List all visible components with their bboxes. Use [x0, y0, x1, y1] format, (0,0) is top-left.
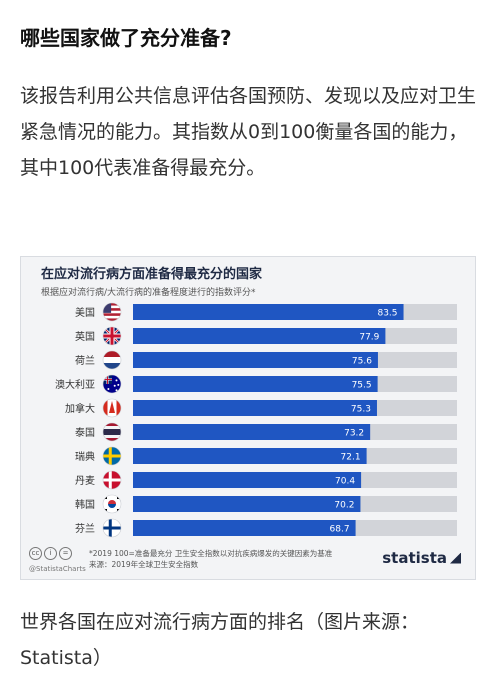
data-label: 68.7 — [330, 525, 350, 535]
nl-flag — [102, 350, 122, 370]
bar — [133, 520, 356, 536]
bar — [133, 472, 362, 488]
data-label: 75.6 — [352, 357, 372, 367]
bar — [133, 376, 378, 392]
uk-flag — [102, 326, 122, 346]
data-label: 75.5 — [352, 381, 372, 391]
bar-row: 加拿大 75.3 — [65, 398, 457, 418]
bar-chart: 美国 83.5 英国 77.9 荷兰 75.6 澳大利亚 75.5 加拿大 75.3 泰国 73.2 瑞… — [55, 302, 457, 538]
bar-row: 澳大利亚 75.5 — [55, 374, 457, 394]
category-label: 美国 — [75, 306, 95, 319]
data-label: 75.3 — [351, 405, 371, 415]
dk-flag — [102, 470, 122, 490]
chart-card: 在应对流行病方面准备得最充分的国家 根据应对流行病/大流行病的准备程度进行的指数… — [20, 256, 476, 580]
data-label: 73.2 — [344, 429, 364, 439]
cc-icon: cc — [29, 547, 42, 560]
category-label: 英国 — [75, 330, 95, 343]
bar — [133, 328, 386, 344]
data-label: 70.2 — [334, 501, 354, 511]
bar-row: 英国 77.9 — [75, 326, 457, 346]
category-label: 澳大利亚 — [55, 378, 95, 391]
bar-row: 韩国 70.2 — [75, 494, 457, 514]
statista-logo: statista — [382, 549, 461, 567]
th-flag — [102, 422, 122, 442]
data-label: 83.5 — [377, 309, 397, 319]
chart-source: 来源：2019年全球卫生安全指数 — [89, 560, 199, 569]
chart-title: 在应对流行病方面准备得最充分的国家 — [41, 267, 263, 282]
bar — [133, 400, 377, 416]
statista-mark-icon — [450, 552, 461, 564]
category-label: 加拿大 — [65, 402, 95, 415]
data-label: 70.4 — [335, 477, 355, 487]
bar — [133, 424, 371, 440]
category-label: 荷兰 — [75, 354, 95, 367]
bar-row: 芬兰 68.7 — [75, 518, 457, 538]
no-derivatives-icon: = — [59, 547, 72, 560]
bar-row: 瑞典 72.1 — [75, 446, 457, 466]
attribution-icon: i — [44, 547, 57, 560]
bar-row: 泰国 73.2 — [75, 422, 457, 442]
image-caption: 世界各国在应对流行病方面的排名（图片来源：Statista） — [20, 611, 420, 669]
se-flag — [102, 446, 122, 466]
bar — [133, 304, 404, 320]
article-heading: 哪些国家做了充分准备? — [20, 26, 232, 50]
data-label: 72.1 — [341, 453, 361, 463]
category-label: 丹麦 — [75, 475, 95, 487]
category-label: 瑞典 — [75, 450, 95, 463]
ca-flag — [102, 398, 122, 418]
chart-notes: *2019 100=准备最充分 卫生安全指数以对抗疾病爆发的关键因素为基准 来源… — [89, 548, 332, 570]
chart-note: *2019 100=准备最充分 卫生安全指数以对抗疾病爆发的关键因素为基准 — [89, 549, 333, 558]
license-icons: cc i = — [29, 547, 72, 560]
fi-flag — [102, 518, 122, 538]
bar-row: 丹麦 70.4 — [75, 470, 457, 490]
statista-handle: @StatistaCharts — [29, 565, 86, 573]
data-label: 77.9 — [359, 333, 379, 343]
article-intro: 该报告利用公共信息评估各国预防、发现以及应对卫生紧急情况的能力。其指数从0到10… — [20, 85, 477, 179]
bar-row: 美国 83.5 — [75, 302, 457, 322]
bar-row: 荷兰 75.6 — [75, 350, 457, 370]
category-label: 芬兰 — [75, 522, 95, 535]
kr-flag — [102, 494, 122, 514]
au-flag — [102, 374, 122, 394]
category-label: 泰国 — [75, 426, 95, 439]
bar — [133, 352, 378, 368]
bar — [133, 448, 367, 464]
brand-name: statista — [382, 549, 447, 567]
us-flag — [102, 302, 122, 322]
chart-subtitle: 根据应对流行病/大流行病的准备程度进行的指数评分* — [41, 288, 256, 298]
bar — [133, 496, 361, 512]
category-label: 韩国 — [75, 498, 95, 511]
